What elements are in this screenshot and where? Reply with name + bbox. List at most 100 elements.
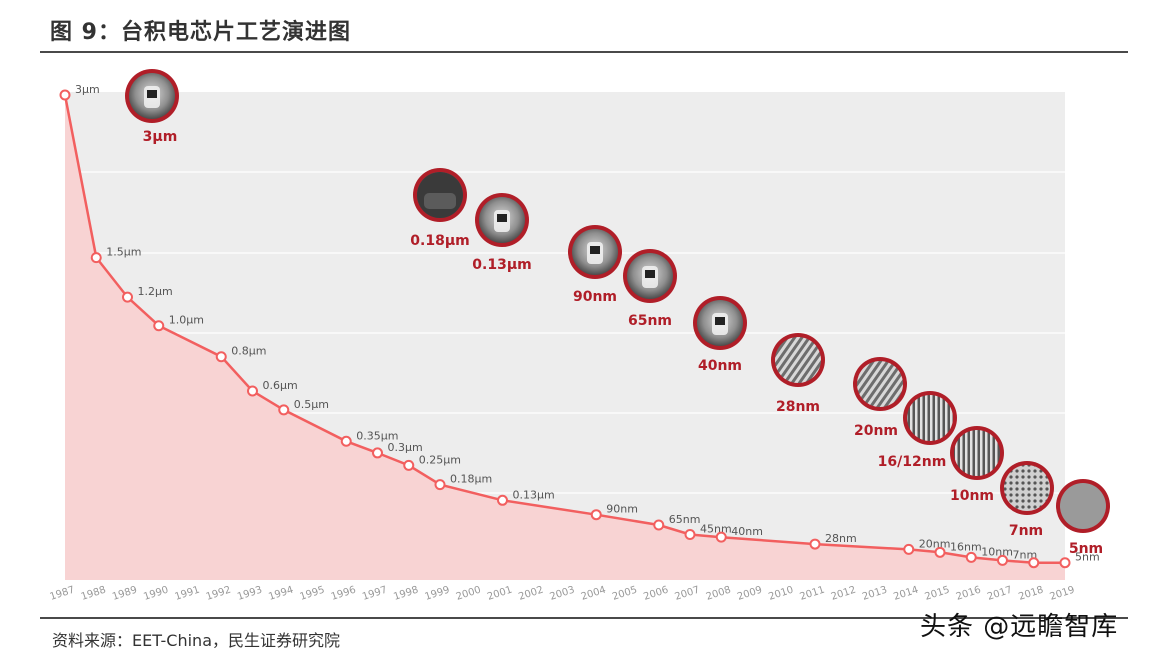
x-tick-label: 2007 — [674, 585, 702, 603]
data-label: 20nm — [919, 537, 951, 550]
data-point — [278, 404, 290, 416]
callout-images: 3μm0.18μm0.13μm90nm65nm40nm28nm20nm16/12… — [125, 69, 1110, 557]
data-label: 1.2μm — [138, 285, 173, 298]
data-point — [715, 531, 727, 543]
data-label: 16nm — [950, 540, 982, 553]
x-tick-label: 2015 — [924, 585, 952, 603]
data-label: 0.6μm — [263, 379, 298, 392]
process-node-chart: 3μm 1.5μm 1.2μm 1.0μm 0.8μm 0.6μm 0.5μm 0.35μm 0… — [49, 69, 1110, 603]
data-point — [1028, 557, 1040, 569]
data-point — [403, 459, 415, 471]
x-tick-label: 1989 — [111, 585, 139, 603]
callout-image: 0.18μm — [410, 168, 470, 249]
callout-label: 3μm — [143, 129, 178, 145]
callout-label: 40nm — [698, 358, 742, 374]
x-tick-label: 2018 — [1017, 585, 1045, 603]
x-tick-label: 1992 — [205, 585, 233, 603]
top-rule — [40, 51, 1128, 53]
x-tick-label: 2009 — [736, 585, 764, 603]
data-label: 65nm — [669, 513, 701, 526]
x-tick-label: 2003 — [549, 585, 577, 603]
data-label: 5nm — [1075, 551, 1100, 564]
source-note: 资料来源：EET-China，民生证券研究院 — [52, 631, 341, 650]
data-label: 40nm — [731, 525, 763, 538]
callout-label: 7nm — [1009, 523, 1043, 539]
x-tick-label: 1993 — [236, 585, 264, 603]
data-point — [684, 529, 696, 541]
x-tick-label: 2010 — [767, 585, 795, 603]
x-tick-label: 2011 — [799, 585, 827, 603]
callout-image: 16/12nm — [878, 391, 957, 470]
callout-label: 0.18μm — [410, 233, 469, 249]
watermark: 头条 @远瞻智库 — [920, 612, 1119, 642]
x-tick-label: 2006 — [642, 585, 670, 603]
data-label: 90nm — [606, 503, 638, 516]
data-point — [1059, 557, 1071, 569]
data-label: 3μm — [75, 83, 100, 96]
x-tick-label: 2004 — [580, 585, 608, 603]
callout-label: 0.13μm — [472, 257, 531, 273]
callout-image: 40nm — [693, 296, 747, 374]
data-point — [372, 447, 383, 459]
x-tick-label: 2002 — [517, 585, 545, 603]
callout-image: 20nm — [853, 357, 907, 439]
x-tick-label: 2016 — [955, 585, 983, 603]
data-point — [653, 519, 665, 531]
x-tick-label: 1999 — [424, 585, 452, 603]
x-tick-label: 1995 — [299, 585, 327, 603]
x-tick-label: 1997 — [361, 585, 389, 603]
callout-label: 20nm — [854, 423, 898, 439]
data-point — [434, 479, 446, 491]
data-point — [340, 435, 352, 447]
x-tick-label: 1987 — [49, 585, 77, 603]
callout-label: 28nm — [776, 399, 820, 415]
callout-label: 65nm — [628, 313, 672, 329]
x-tick-label: 2019 — [1049, 585, 1077, 603]
data-point — [590, 509, 602, 521]
data-point — [153, 320, 165, 332]
x-tick-label: 2012 — [830, 585, 858, 603]
x-tick-label: 2005 — [611, 585, 639, 603]
x-tick-label: 1994 — [267, 585, 295, 603]
callout-image: 0.13μm — [472, 193, 532, 273]
data-point — [122, 291, 133, 303]
callout-label: 90nm — [573, 289, 617, 305]
x-tick-label: 1988 — [80, 585, 108, 603]
x-tick-label: 2017 — [986, 585, 1014, 603]
x-tick-label: 2000 — [455, 585, 483, 603]
data-label: 0.13μm — [513, 488, 555, 501]
data-label: 0.8μm — [231, 345, 266, 358]
data-label: 0.35μm — [356, 429, 398, 442]
callout-image: 7nm — [1000, 461, 1054, 539]
x-tick-label: 1991 — [174, 585, 202, 603]
data-label: 1.0μm — [169, 314, 204, 327]
data-label: 28nm — [825, 532, 857, 545]
x-tick-label: 2008 — [705, 585, 733, 603]
data-point — [497, 494, 508, 506]
data-point — [903, 543, 915, 555]
x-axis-ticks: 1987 1988 1989 1990 1991 1992 1993 1994 1995 1996… — [49, 585, 1077, 603]
data-label: 1.5μm — [106, 246, 141, 259]
data-point — [215, 351, 227, 363]
x-tick-label: 1996 — [330, 585, 358, 603]
gridlines — [65, 171, 1065, 494]
data-label: 0.5μm — [294, 398, 329, 411]
data-point — [997, 554, 1008, 566]
x-tick-label: 1990 — [142, 585, 170, 603]
callout-label: 16/12nm — [878, 454, 947, 470]
data-point — [247, 385, 258, 397]
x-tick-label: 1998 — [392, 585, 420, 603]
callout-label: 10nm — [950, 488, 994, 504]
callout-label: 5nm — [1069, 541, 1103, 557]
x-tick-label: 2013 — [861, 585, 889, 603]
data-point — [809, 538, 821, 550]
callout-image: 65nm — [623, 249, 677, 329]
data-label: 10nm — [981, 545, 1013, 558]
callout-image: 90nm — [568, 225, 622, 305]
data-points: 3μm 1.5μm 1.2μm 1.0μm 0.8μm 0.6μm 0.5μm 0.35μm 0… — [59, 83, 1100, 569]
data-point — [90, 252, 102, 264]
data-label: 0.25μm — [419, 453, 461, 466]
data-label: 45nm — [700, 523, 732, 536]
page-title: 图 9：台积电芯片工艺演进图 — [50, 20, 351, 45]
callout-image: 5nm — [1056, 479, 1110, 557]
